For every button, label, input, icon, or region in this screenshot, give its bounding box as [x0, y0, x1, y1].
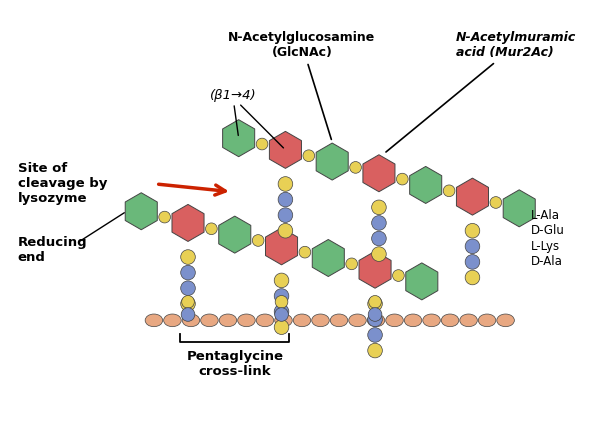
- Polygon shape: [316, 143, 348, 180]
- Circle shape: [371, 247, 386, 262]
- Circle shape: [465, 239, 480, 254]
- Circle shape: [368, 308, 382, 321]
- Ellipse shape: [441, 314, 459, 327]
- Ellipse shape: [349, 314, 366, 327]
- Circle shape: [465, 254, 480, 269]
- Polygon shape: [456, 178, 488, 215]
- Circle shape: [278, 224, 293, 238]
- Circle shape: [368, 296, 382, 311]
- Polygon shape: [359, 251, 391, 288]
- Circle shape: [465, 224, 480, 238]
- Text: D-Glu: D-Glu: [531, 224, 565, 237]
- Ellipse shape: [293, 314, 311, 327]
- Ellipse shape: [275, 314, 292, 327]
- Ellipse shape: [386, 314, 403, 327]
- Polygon shape: [172, 205, 204, 241]
- Ellipse shape: [497, 314, 514, 327]
- Circle shape: [368, 343, 382, 358]
- Circle shape: [205, 223, 217, 235]
- Circle shape: [397, 173, 408, 185]
- Circle shape: [278, 208, 293, 222]
- Ellipse shape: [238, 314, 255, 327]
- Ellipse shape: [330, 314, 348, 327]
- Text: D-Ala: D-Ala: [531, 255, 563, 269]
- Ellipse shape: [145, 314, 163, 327]
- Circle shape: [393, 270, 405, 281]
- Text: N-Acetylmuramic
acid (Mur2Ac): N-Acetylmuramic acid (Mur2Ac): [386, 31, 576, 152]
- Circle shape: [368, 295, 382, 308]
- Ellipse shape: [423, 314, 440, 327]
- Circle shape: [182, 295, 194, 308]
- Polygon shape: [312, 239, 344, 277]
- Circle shape: [181, 250, 195, 264]
- Circle shape: [350, 161, 361, 173]
- Polygon shape: [410, 166, 442, 203]
- Text: N-Acetylglucosamine
(GlcNAc): N-Acetylglucosamine (GlcNAc): [228, 31, 376, 139]
- Text: Reducing
end: Reducing end: [17, 236, 87, 264]
- Circle shape: [368, 328, 382, 342]
- Polygon shape: [125, 193, 157, 230]
- Circle shape: [346, 258, 358, 270]
- Ellipse shape: [367, 314, 385, 327]
- Ellipse shape: [256, 314, 274, 327]
- Circle shape: [278, 177, 293, 191]
- Ellipse shape: [405, 314, 422, 327]
- Polygon shape: [363, 155, 395, 192]
- Circle shape: [275, 304, 289, 319]
- Polygon shape: [270, 131, 302, 168]
- Circle shape: [275, 273, 289, 288]
- Ellipse shape: [460, 314, 477, 327]
- Circle shape: [275, 289, 289, 303]
- Text: (β1→4): (β1→4): [211, 89, 257, 102]
- Circle shape: [490, 197, 501, 208]
- Circle shape: [181, 281, 195, 295]
- Circle shape: [303, 150, 315, 161]
- Circle shape: [181, 308, 195, 321]
- Circle shape: [181, 296, 195, 311]
- Circle shape: [443, 185, 455, 197]
- Circle shape: [275, 308, 288, 321]
- Circle shape: [275, 320, 289, 334]
- Circle shape: [256, 138, 268, 150]
- Text: Site of
cleavage by
lysozyme: Site of cleavage by lysozyme: [17, 162, 107, 206]
- Ellipse shape: [479, 314, 496, 327]
- Circle shape: [159, 211, 170, 223]
- Polygon shape: [503, 190, 535, 227]
- Circle shape: [278, 192, 293, 207]
- Ellipse shape: [200, 314, 218, 327]
- Circle shape: [371, 216, 386, 230]
- Ellipse shape: [182, 314, 200, 327]
- Polygon shape: [223, 120, 255, 157]
- Circle shape: [275, 295, 288, 308]
- Circle shape: [368, 312, 382, 327]
- Text: L-Ala: L-Ala: [531, 209, 560, 222]
- Circle shape: [299, 247, 311, 258]
- Ellipse shape: [312, 314, 329, 327]
- Polygon shape: [219, 216, 251, 253]
- Circle shape: [371, 231, 386, 246]
- Text: L-Lys: L-Lys: [531, 240, 560, 253]
- Text: Pentaglycine
cross-link: Pentaglycine cross-link: [186, 350, 284, 377]
- Polygon shape: [265, 228, 297, 265]
- Ellipse shape: [164, 314, 181, 327]
- Ellipse shape: [219, 314, 237, 327]
- Circle shape: [181, 265, 195, 280]
- Circle shape: [371, 200, 386, 215]
- Circle shape: [252, 235, 264, 247]
- Polygon shape: [406, 263, 438, 300]
- Circle shape: [465, 270, 480, 285]
